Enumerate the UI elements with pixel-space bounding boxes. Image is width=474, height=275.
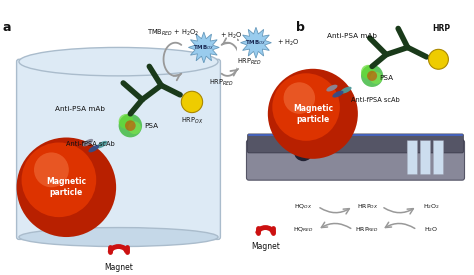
FancyBboxPatch shape <box>407 141 418 175</box>
Circle shape <box>34 152 69 187</box>
Text: H$_2$O$_2$: H$_2$O$_2$ <box>423 202 440 211</box>
FancyBboxPatch shape <box>17 59 220 240</box>
Text: Magnet: Magnet <box>251 242 280 251</box>
Text: + H$_2$O: + H$_2$O <box>277 38 300 48</box>
Polygon shape <box>240 27 271 58</box>
Text: HRP$_{RED}$: HRP$_{RED}$ <box>209 78 234 88</box>
Circle shape <box>367 71 377 81</box>
Text: HRP$_{OX}$: HRP$_{OX}$ <box>356 202 378 211</box>
Text: HRP: HRP <box>432 24 450 33</box>
Circle shape <box>17 138 116 237</box>
Text: TMB$_{RED}$ + H$_2$O$_2$: TMB$_{RED}$ + H$_2$O$_2$ <box>147 28 199 38</box>
Circle shape <box>272 73 340 141</box>
Circle shape <box>294 142 313 161</box>
Text: Anti-PSA mAb: Anti-PSA mAb <box>327 33 377 39</box>
Circle shape <box>118 114 134 129</box>
Text: b: b <box>296 21 305 34</box>
Text: Anti-fPSA scAb: Anti-fPSA scAb <box>351 97 400 103</box>
Ellipse shape <box>19 227 218 246</box>
Text: TMB$_{OX}$: TMB$_{OX}$ <box>246 38 266 47</box>
FancyBboxPatch shape <box>433 141 444 175</box>
Circle shape <box>181 91 202 113</box>
Text: Magnetic
particle: Magnetic particle <box>293 104 333 124</box>
Ellipse shape <box>97 141 107 148</box>
Text: Anti-PSA mAb: Anti-PSA mAb <box>55 106 104 112</box>
Circle shape <box>118 114 142 138</box>
Text: H$_2$O: H$_2$O <box>424 226 438 234</box>
Circle shape <box>361 65 375 79</box>
Ellipse shape <box>332 91 344 98</box>
Text: Magnet: Magnet <box>104 263 133 272</box>
Text: HRP$_{RED}$: HRP$_{RED}$ <box>356 226 379 234</box>
Circle shape <box>361 65 383 87</box>
Circle shape <box>128 121 141 134</box>
Ellipse shape <box>340 87 352 94</box>
Text: TMB$_{OX}$: TMB$_{OX}$ <box>193 43 214 52</box>
Text: PSA: PSA <box>379 75 393 81</box>
Polygon shape <box>188 32 219 63</box>
Text: HQ$_{OX}$: HQ$_{OX}$ <box>294 202 312 211</box>
Circle shape <box>22 142 96 217</box>
Text: Anti-fPSA scAb: Anti-fPSA scAb <box>66 141 115 147</box>
Circle shape <box>370 72 382 84</box>
Ellipse shape <box>19 48 218 76</box>
Text: HRP$_{OX}$: HRP$_{OX}$ <box>181 116 203 126</box>
Text: PSA: PSA <box>145 123 159 129</box>
FancyBboxPatch shape <box>246 140 465 180</box>
Text: HRP$_{RED}$: HRP$_{RED}$ <box>237 57 262 67</box>
Text: + H$_2$O: + H$_2$O <box>220 31 243 41</box>
FancyBboxPatch shape <box>420 141 430 175</box>
Ellipse shape <box>82 139 93 146</box>
Text: Magnetic
particle: Magnetic particle <box>46 177 86 197</box>
Circle shape <box>428 49 448 69</box>
Text: a: a <box>2 21 11 34</box>
Ellipse shape <box>326 85 337 92</box>
Text: HQ$_{RED}$: HQ$_{RED}$ <box>293 226 314 234</box>
Circle shape <box>125 120 136 131</box>
FancyBboxPatch shape <box>247 134 464 153</box>
Circle shape <box>283 82 315 114</box>
Ellipse shape <box>89 145 99 152</box>
Circle shape <box>268 69 358 159</box>
